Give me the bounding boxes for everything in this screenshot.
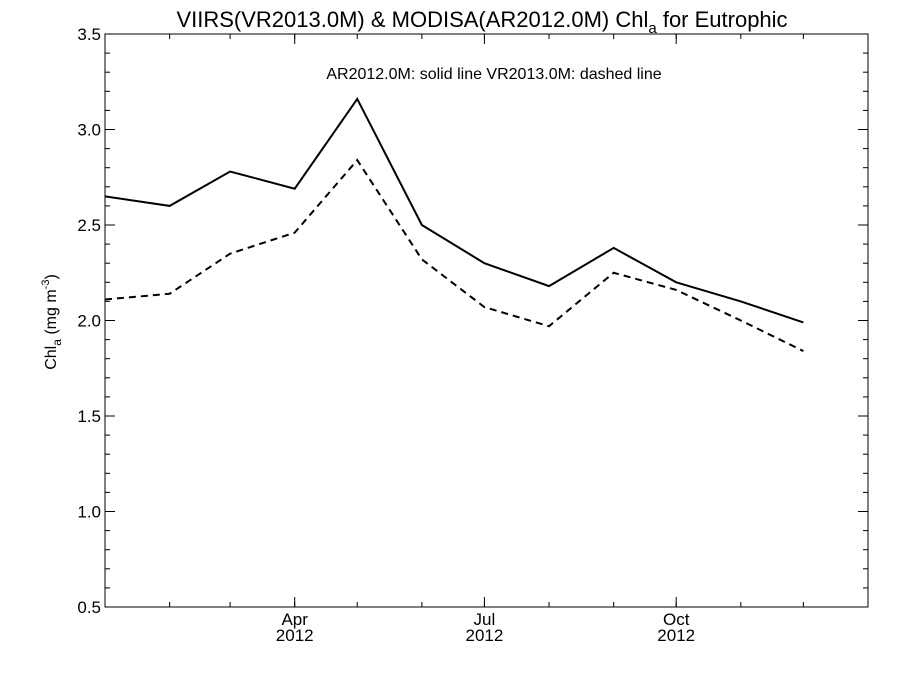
x-tick-label-month: Oct (663, 610, 690, 629)
y-tick-label: 3.0 (77, 121, 101, 140)
y-tick-label: 2.0 (77, 312, 101, 331)
plot-frame (104, 33, 869, 608)
y-tick-label: 1.0 (77, 503, 101, 522)
y-axis-ticks: 0.5 1.0 1.5 2.0 2.5 3.0 3.5 (77, 25, 868, 617)
y-tick-label: 2.5 (77, 216, 101, 235)
y-tick-label: 0.5 (77, 598, 101, 617)
y-axis-label: Chla (mg m-3) (40, 274, 64, 370)
x-tick-label-year: 2012 (276, 626, 314, 645)
x-tick-label-month: Jul (474, 610, 496, 629)
series-layer (104, 97, 804, 352)
series-line-solid (104, 97, 804, 324)
chart-title: VIIRS(VR2013.0M) & MODISA(AR2012.0M) Chl… (176, 7, 787, 37)
x-tick-label-month: Apr (281, 610, 308, 629)
x-tick-label-year: 2012 (466, 626, 504, 645)
series-line-dashed (104, 158, 804, 352)
line-style-annotation: AR2012.0M: solid line VR2013.0M: dashed … (326, 66, 661, 83)
y-tick-label: 1.5 (77, 407, 101, 426)
y-tick-label: 3.5 (77, 25, 101, 44)
x-tick-label-year: 2012 (657, 626, 695, 645)
